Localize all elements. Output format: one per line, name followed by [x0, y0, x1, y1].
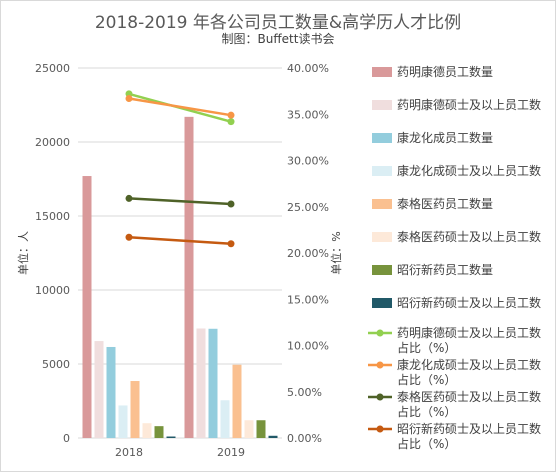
legend-swatch — [372, 232, 392, 242]
bar — [208, 328, 218, 438]
legend-swatch — [372, 67, 392, 77]
legend-swatch — [372, 166, 392, 176]
legend-marker — [376, 425, 384, 433]
y-tick-label: 20000 — [35, 136, 70, 149]
bar — [232, 364, 242, 438]
y-tick-label: 5000 — [42, 358, 70, 371]
line-point — [125, 95, 133, 103]
legend-label: 药明康德硕士及以上员工数 — [397, 97, 541, 112]
y2-tick-label: 10.00% — [287, 340, 329, 353]
bar — [220, 400, 230, 438]
line-point — [125, 194, 133, 202]
y2-tick-label: 40.00% — [287, 62, 329, 75]
y-tick-label: 15000 — [35, 210, 70, 223]
legend-label: 泰格医药员工数量 — [397, 196, 493, 211]
bar — [82, 176, 92, 439]
legend-label: 药明康德硕士及以上员工数占比（%） — [397, 325, 541, 355]
bar — [118, 405, 128, 438]
bar — [196, 328, 206, 438]
legend-swatch — [372, 199, 392, 209]
legend-label: 康龙化成硕士及以上员工数占比（%） — [397, 357, 541, 387]
bar — [154, 426, 164, 438]
series-line — [128, 197, 232, 206]
y-tick-label: 0 — [63, 432, 70, 445]
legend-swatch — [372, 265, 392, 275]
y2-tick-label: 20.00% — [287, 247, 329, 260]
series-line — [128, 236, 232, 245]
series-line — [128, 97, 232, 117]
legend-label: 药明康德员工数量 — [397, 64, 493, 79]
chart-subtitle: 制图：Buffett读书会 — [221, 32, 335, 46]
legend-label: 泰格医药硕士及以上员工数占比（%） — [397, 389, 541, 419]
legend-label: 昭衍新药员工数量 — [397, 262, 493, 277]
chart-title: 2018-2019 年各公司员工数量&高学历人才比例 — [94, 13, 462, 33]
bar — [166, 436, 176, 438]
bar — [268, 435, 278, 438]
legend-label: 泰格医药硕士及以上员工数 — [397, 229, 541, 244]
x-tick-label: 2018 — [115, 446, 143, 459]
y-tick-label: 25000 — [35, 62, 70, 75]
y2-tick-label: 5.00% — [287, 386, 322, 399]
legend-label: 康龙化成硕士及以上员工数 — [397, 163, 541, 178]
y-tick-label: 10000 — [35, 284, 70, 297]
y2-tick-label: 25.00% — [287, 201, 329, 214]
y-axis-title: 单位：人 — [16, 231, 30, 275]
bar — [244, 420, 254, 438]
line-point — [227, 240, 235, 248]
legend-label: 昭衍新药硕士及以上员工数 — [397, 295, 541, 310]
y2-tick-label: 30.00% — [287, 155, 329, 168]
bar — [130, 381, 140, 438]
y2-tick-label: 0.00% — [287, 432, 322, 445]
legend-label: 昭衍新药硕士及以上员工数占比（%） — [397, 421, 541, 451]
legend-swatch — [372, 133, 392, 143]
bar — [106, 346, 116, 438]
legend-marker — [376, 361, 384, 369]
bar — [256, 420, 266, 438]
legend-swatch — [372, 298, 392, 308]
y2-axis-title: 单位：% — [329, 231, 343, 274]
bar — [142, 423, 152, 438]
line-point — [227, 111, 235, 119]
legend-marker — [376, 393, 384, 401]
line-point — [125, 233, 133, 241]
line-point — [227, 118, 235, 126]
line-point — [227, 200, 235, 208]
legend-swatch — [372, 100, 392, 110]
bar — [184, 116, 194, 438]
bar — [94, 341, 104, 438]
legend-label: 康龙化成员工数量 — [397, 130, 493, 145]
y2-tick-label: 35.00% — [287, 108, 329, 121]
legend-marker — [376, 329, 384, 337]
y2-tick-label: 15.00% — [287, 293, 329, 306]
x-tick-label: 2019 — [217, 446, 245, 459]
